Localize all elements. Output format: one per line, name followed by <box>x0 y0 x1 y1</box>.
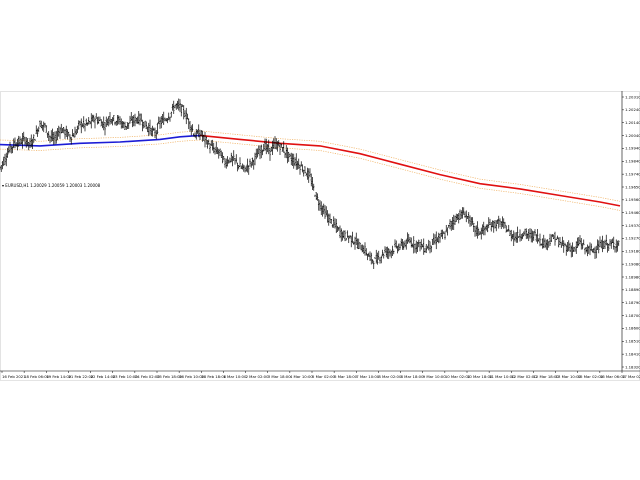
envelope-lower <box>0 139 621 211</box>
price-label: 1.18510 <box>625 339 640 344</box>
price-label: 1.18980 <box>625 274 640 279</box>
price-label: 1.20040 <box>625 133 640 138</box>
price-label: 1.19180 <box>625 249 640 254</box>
price-label: 1.19270 <box>625 236 640 241</box>
time-label: 13 Mar 10:00 <box>556 374 582 379</box>
envelope-upper <box>0 130 621 202</box>
symbol-info: EURUSD,H1 <box>5 183 29 188</box>
time-label: 5 Mar 18:00 <box>334 374 358 379</box>
time-label: 8 Mar 02:00 <box>378 374 402 379</box>
price-label: 1.20310 <box>625 94 640 99</box>
moving-average-blue <box>0 134 201 147</box>
symbol-header: ▾ EURUSD,H1 1.20029 1.20059 1.20003 1.20… <box>2 183 100 188</box>
chart-frame: 1.20310 1.20240 1.20140 1.20040 1.19940 1.198… <box>0 91 640 381</box>
price-label: 1.19740 <box>625 171 640 176</box>
price-label: 1.18790 <box>625 300 640 305</box>
price-label: 1.18890 <box>625 287 640 292</box>
price-label: 1.18700 <box>625 313 640 318</box>
price-chart[interactable]: 1.20310 1.20240 1.20140 1.20040 1.19940 1.198… <box>0 91 640 381</box>
time-label: 25 Feb 18:00 <box>157 374 182 379</box>
time-label: 17 Mar 02:00 <box>622 374 640 379</box>
price-label: 1.18320 <box>625 364 640 369</box>
symbol-icon: ▾ <box>2 183 5 188</box>
time-label: 15 Mar 02:00 <box>578 374 604 379</box>
ohlc-values: 1.20029 1.20059 1.20003 1.20008 <box>30 183 101 188</box>
price-label: 1.18600 <box>625 326 640 331</box>
time-label: 21 Feb 22:00 <box>68 374 93 379</box>
envelope-lines <box>0 130 621 211</box>
time-label: 16 Mar 06:00 <box>600 374 626 379</box>
time-label: 7 Mar 10:00 <box>356 374 380 379</box>
time-label: 12 Mar 02:00 <box>511 374 537 379</box>
time-label: 23 Feb 10:00 <box>113 374 138 379</box>
time-label: 12 Mar 18:00 <box>533 374 559 379</box>
time-label: 10 Mar 02:00 <box>445 374 471 379</box>
time-label: 9 Mar 10:00 <box>423 374 447 379</box>
time-label: 18 Feb 06:00 <box>24 374 49 379</box>
time-label: 10 Mar 18:00 <box>467 374 493 379</box>
price-label: 1.19940 <box>625 146 640 151</box>
price-axis-labels: 1.20310 1.20240 1.20140 1.20040 1.19940 1.198… <box>622 94 640 369</box>
price-bars <box>0 98 620 270</box>
price-label: 1.19460 <box>625 210 640 215</box>
price-label: 1.19560 <box>625 197 640 202</box>
price-label: 1.20140 <box>625 120 640 125</box>
time-label: 24 Feb 02:00 <box>135 374 160 379</box>
time-label: 3 Mar 18:00 <box>268 374 292 379</box>
time-label: 28 Feb 18:00 <box>201 374 226 379</box>
time-label: 1 Mar 10:00 <box>223 374 247 379</box>
time-label: 11 Mar 10:00 <box>489 374 515 379</box>
price-label: 1.19370 <box>625 223 640 228</box>
time-label: 22 Feb 14:00 <box>91 374 116 379</box>
price-label: 1.19840 <box>625 159 640 164</box>
time-label: 19 Feb 14:00 <box>46 374 71 379</box>
time-label: 2 Mar 02:00 <box>246 374 270 379</box>
price-label: 1.20240 <box>625 107 640 112</box>
price-label: 1.18410 <box>625 351 640 356</box>
price-label: 1.19650 <box>625 184 640 189</box>
time-label: 16 Feb 2021 <box>2 374 26 379</box>
time-label: 5 Mar 02:00 <box>312 374 336 379</box>
price-label: 1.19080 <box>625 261 640 266</box>
time-label: 4 Mar 10:00 <box>290 374 314 379</box>
moving-average-red <box>199 134 621 207</box>
time-label: 8 Mar 18:00 <box>401 374 425 379</box>
moving-average-lines <box>0 134 621 207</box>
time-label: 26 Feb 10:00 <box>179 374 204 379</box>
